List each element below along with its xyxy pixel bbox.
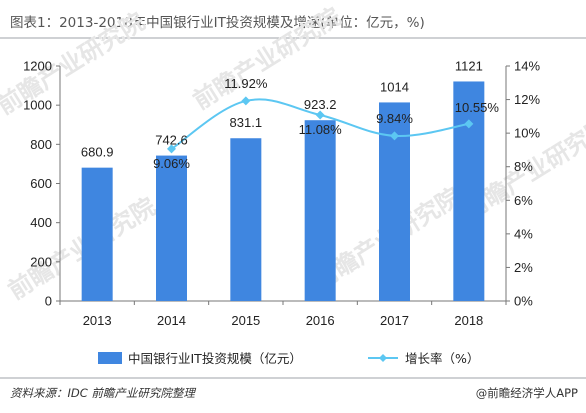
legend-line-marker [379,354,387,362]
bar [156,155,187,301]
legend-bar-swatch [98,352,122,364]
legend-line-label: 增长率（%） [405,351,479,366]
bar-data-label: 923.2 [304,97,337,112]
growth-point [241,96,251,106]
x-tick-label: 2015 [231,313,260,328]
x-tick-label: 2016 [306,313,335,328]
bar-data-label: 1014 [380,79,409,94]
line-data-label: 11.92% [224,76,268,91]
y-left-tick-label: 600 [30,176,52,191]
line-data-label: 9.06% [153,156,190,171]
bar [453,81,485,302]
growth-point [390,131,399,141]
bar-data-label: 831.1 [230,115,263,130]
bar-data-label: 680.9 [81,145,114,160]
y-left-tick-label: 400 [30,215,52,230]
bar [81,167,113,301]
y-right-tick-label: 10% [514,126,540,141]
legend: 中国银行业IT投资规模（亿元） 增长率（%） [98,351,479,366]
growth-point [167,144,176,154]
bar [230,138,262,301]
bar-data-label: 742.6 [155,133,188,148]
chart-title: 图表1：2013-2018年中国银行业IT投资规模及增速(单位：亿元，%) [10,15,425,31]
growth-point [315,110,325,120]
line-data-label: 10.55% [455,100,500,115]
y-left-tick-label: 1200 [23,59,52,74]
x-tick-label: 2017 [380,313,409,328]
line-data-label: 11.08% [299,122,343,137]
x-tick-label: 2014 [157,313,186,328]
x-tick-label: 2018 [454,313,483,328]
legend-bar-label: 中国银行业IT投资规模（亿元） [128,351,302,366]
y-right-tick-label: 0% [514,294,533,309]
line-data-label: 9.84% [376,111,413,126]
x-tick-label: 2013 [83,313,112,328]
y-right-tick-label: 12% [514,92,540,107]
y-left-tick-label: 0 [45,294,52,309]
bar-data-label: 1121 [455,58,483,73]
y-right-tick-label: 6% [514,193,533,208]
bar [304,120,336,301]
brand-label: @前瞻经济学人APP [476,386,578,400]
y-left-tick-label: 800 [30,137,52,152]
growth-point [464,119,474,129]
y-right-tick-label: 8% [514,159,533,174]
source-note: 资料来源：IDC 前瞻产业研究院整理 [10,386,196,400]
y-right-tick-label: 14% [514,59,540,74]
y-right-tick-label: 2% [514,260,533,275]
plot-area: 0 200 400 600 800 1000 1200 0% 2% 4% 6% 8% 10% 12% 14%… [23,58,540,328]
y-left-tick-label: 200 [30,254,52,269]
y-right-tick-label: 4% [514,226,533,241]
y-left-tick-label: 1000 [23,98,52,113]
